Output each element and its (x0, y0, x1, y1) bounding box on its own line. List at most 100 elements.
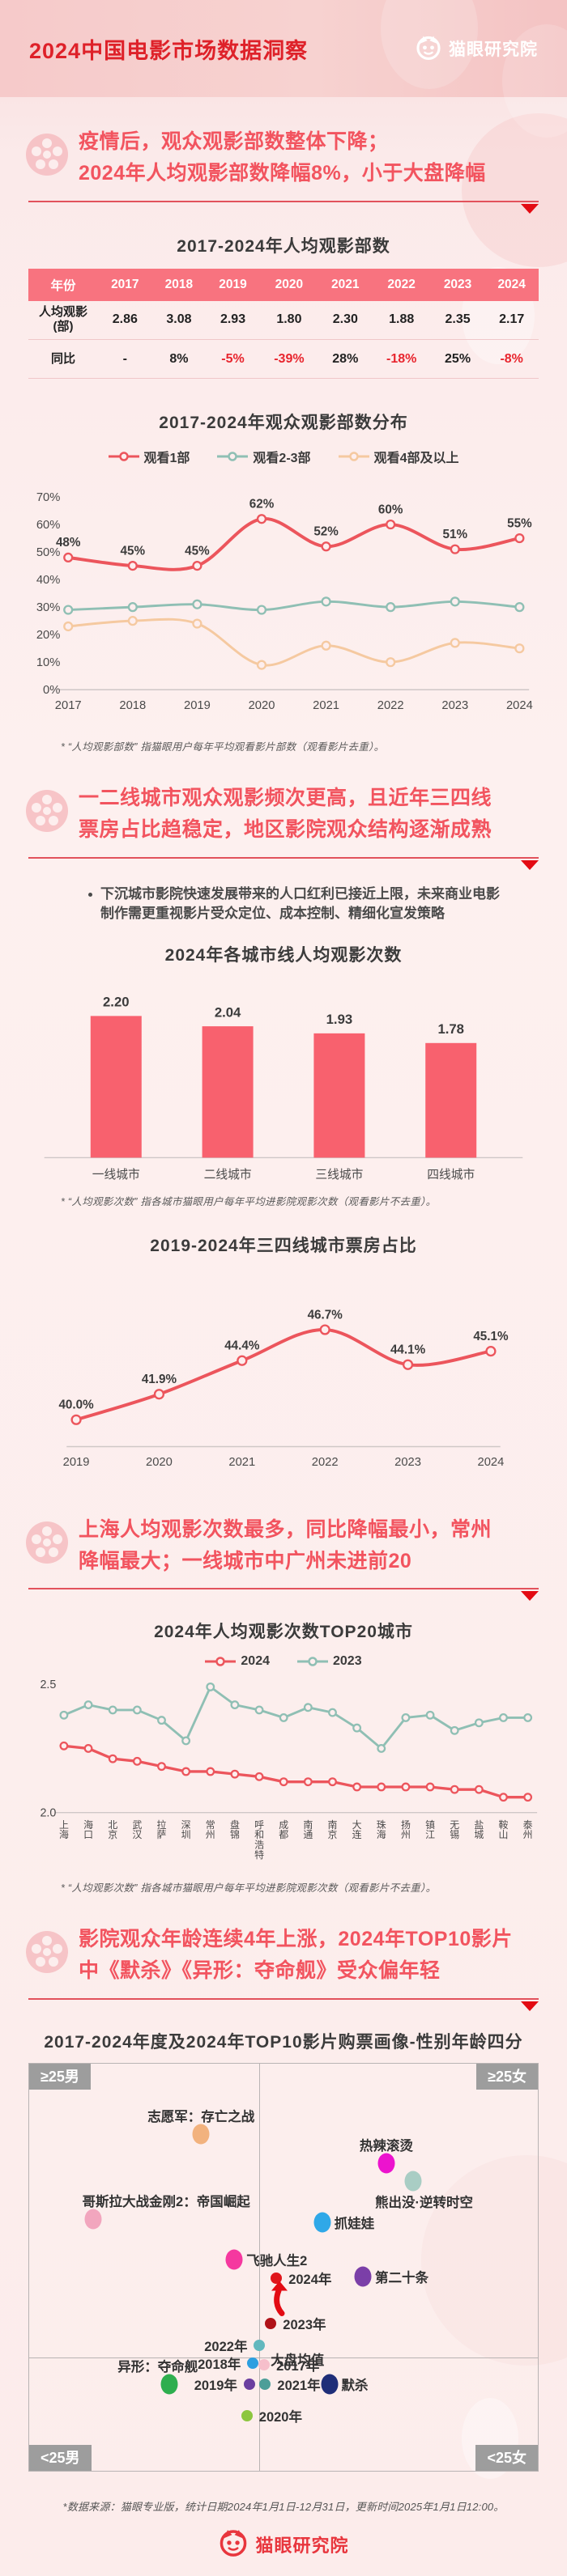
footer: *数据来源：猫眼专业版，统计日期2024年1月1日-12月31日，更新时间202… (0, 2498, 567, 2576)
film-dot-marker (313, 2212, 331, 2233)
scatter-point-label: 异形：夺命舰 (117, 2360, 198, 2375)
brand-logo: 猫眼研究院 (415, 33, 538, 65)
table-header-cell: 2019 (206, 268, 260, 301)
svg-text:深圳: 深圳 (181, 1819, 191, 1840)
film-dot-marker (404, 2171, 421, 2192)
svg-text:52%: 52% (313, 524, 339, 538)
svg-text:40.0%: 40.0% (58, 1398, 94, 1411)
scatter-point-label: 志愿军：存亡之战 (147, 2109, 255, 2124)
svg-text:2019: 2019 (63, 1456, 90, 1469)
scatter-point-label: 2022年 (204, 2339, 248, 2354)
bar-chart-title: 2024年各城市线人均观影次数 (164, 945, 403, 965)
svg-text:55%: 55% (507, 516, 532, 530)
svg-text:海口: 海口 (83, 1819, 93, 1840)
svg-text:四线城市: 四线城市 (427, 1168, 475, 1182)
svg-text:2.5: 2.5 (40, 1678, 56, 1691)
quadrant-badge: <25女 (475, 2444, 538, 2471)
film-dot-marker (377, 2153, 395, 2174)
svg-text:70%: 70% (36, 491, 61, 504)
table-cell: -5% (206, 339, 260, 379)
svg-text:大连: 大连 (352, 1819, 362, 1840)
data-source-note: *数据来源：猫眼专业版，统计日期2024年1月1日-12月31日，更新时间202… (62, 2501, 505, 2513)
svg-text:扬州: 扬州 (401, 1819, 411, 1840)
svg-text:60%: 60% (378, 503, 403, 516)
legend-label: 2023 (333, 1654, 362, 1669)
quadrant-badge: ≥25女 (476, 2063, 538, 2090)
table-cell: 28% (318, 339, 373, 379)
table-cell: 25% (430, 339, 485, 379)
svg-text:盘锦: 盘锦 (230, 1819, 240, 1840)
market-average-label: 大盘均值 (271, 2353, 325, 2368)
gender-age-quadrant-scatter: ≥25男 ≥25女 <25男 <25女 志愿军：存亡之战 热辣滚烫 熊出没·逆转时空 哥斯拉大… (28, 2062, 539, 2472)
scatter-point-label: 默杀 (341, 2379, 369, 2394)
svg-text:三线城市: 三线城市 (315, 1168, 363, 1182)
film-dot-marker (84, 2209, 102, 2230)
svg-text:2021: 2021 (228, 1456, 255, 1469)
share-chart-title: 2019-2024年三四线城市票房占比 (150, 1236, 417, 1255)
table-header-cell: 2021 (318, 268, 373, 301)
footnote-3: * “人均观影次数” 指各城市猫眼用户每年平均进影院观影次数（观看影片不去重）。 (61, 1882, 437, 1895)
svg-text:呼和浩特: 呼和浩特 (254, 1819, 264, 1861)
svg-text:30%: 30% (36, 601, 61, 614)
section-rule (28, 856, 539, 870)
per-capita-films-table: 年份 2017 2018 2019 2020 2021 2022 2023 2024 人均观影 (… (28, 268, 539, 379)
section-rule (28, 1997, 539, 2011)
svg-text:46.7%: 46.7% (308, 1308, 343, 1322)
table-title: 2017-2024年人均观影部数 (177, 236, 390, 256)
svg-text:60%: 60% (36, 519, 61, 532)
table-cell: -39% (259, 339, 318, 379)
table-row: 同比 -8% -5% -39% 28% -18% 25% -8% (28, 339, 539, 379)
header: 2024中国电影市场数据洞察 猫眼研究院 (0, 0, 567, 138)
dist-line-chart: 0% 10% 20% 30% 40% 50% 60% 70% 2017 2018 2019 2020 2… (28, 466, 539, 733)
scatter-point-label: 2018年 (198, 2357, 241, 2372)
scatter-point-label: 抓娃娃 (334, 2217, 375, 2232)
scatter-point-label: 热辣滚烫 (359, 2139, 413, 2154)
film-dot-marker (354, 2266, 372, 2287)
svg-text:45.1%: 45.1% (473, 1330, 509, 1343)
table-cell: - (98, 339, 152, 379)
table-header-cell: 2024 (484, 268, 539, 301)
top20-line-chart: 2.5 2.0 上海 海口 北京 武汉 拉萨 深圳 常州 盘锦 呼和浩特 成都 南通 南京 大连 珠海 扬州 镇江… (28, 1669, 539, 1878)
svg-text:2.04: 2.04 (215, 1004, 241, 1020)
table-cell: 1.80 (259, 300, 318, 340)
section3-heading: 上海人均观影次数最多，同比降幅最小，常州 降幅最大；一线城市中广州未进前20 (26, 1514, 539, 1577)
table-cell: 2.17 (484, 300, 539, 340)
svg-text:鞍山: 鞍山 (499, 1819, 509, 1840)
film-dot-marker (160, 2374, 178, 2395)
dist-chart-title: 2017-2024年观众观影部数分布 (159, 414, 408, 432)
svg-text:镇江: 镇江 (425, 1819, 435, 1840)
legend-label: 观看4部及以上 (373, 452, 459, 465)
share-line-chart: 2019 2020 2021 2022 2023 2024 40.0% 41.9% 44.4% 4… (28, 1257, 539, 1485)
section-rule (28, 1588, 539, 1602)
section4-title: 影院观众年龄连续4年上涨，2024年TOP10影片 中《默杀》《异形：夺命舰》受… (79, 1928, 513, 1983)
svg-text:拉萨: 拉萨 (157, 1819, 167, 1840)
year-ring-marker (241, 2409, 253, 2421)
svg-text:盐城: 盐城 (474, 1819, 484, 1840)
svg-text:北京: 北京 (108, 1819, 117, 1840)
table-cell: 2.35 (430, 300, 485, 340)
cat-logo-icon (415, 33, 442, 65)
film-dot-marker (225, 2249, 243, 2270)
triangle-marker-icon (521, 2001, 539, 2011)
svg-text:45%: 45% (121, 544, 146, 558)
scatter-point-label: 2023年 (283, 2317, 326, 2332)
svg-text:2018: 2018 (119, 699, 146, 712)
svg-text:2023: 2023 (394, 1456, 421, 1469)
legend-item: 2024 (205, 1654, 270, 1669)
scatter-point-label: 第二十条 (374, 2271, 428, 2286)
scatter-point-label: 2024年 (288, 2273, 332, 2288)
scatter-point-label: 2020年 (258, 2409, 302, 2425)
year-ring-marker (265, 2317, 277, 2329)
table-header-cell: 年份 (28, 268, 98, 301)
svg-text:无锡: 无锡 (450, 1819, 459, 1840)
quadrant-divider-vertical (259, 2063, 261, 2471)
svg-text:0%: 0% (43, 684, 60, 697)
film-dot-marker (321, 2374, 339, 2395)
film-reel-icon (23, 131, 70, 182)
svg-text:2017: 2017 (55, 699, 82, 712)
svg-text:二线城市: 二线城市 (204, 1168, 252, 1182)
brand-name: 猫眼研究院 (449, 40, 538, 59)
quadrant-badge: ≥25男 (29, 2063, 91, 2090)
svg-text:2.20: 2.20 (103, 994, 130, 1009)
